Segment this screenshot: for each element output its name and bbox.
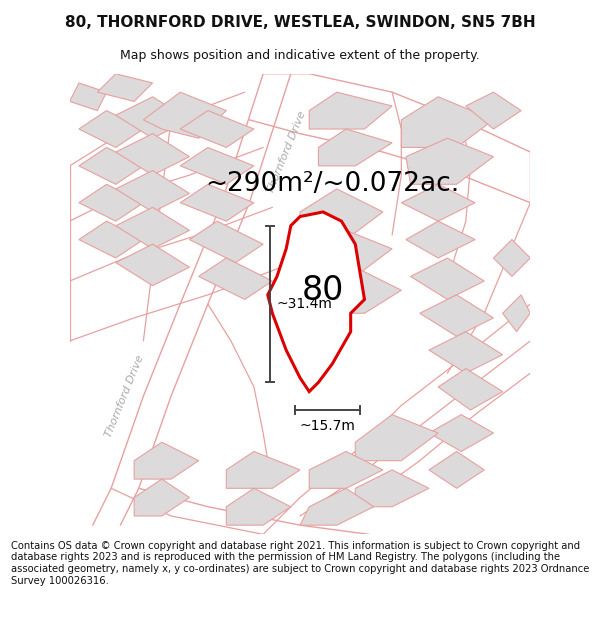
Text: ~31.4m: ~31.4m (277, 297, 333, 311)
Polygon shape (401, 184, 475, 221)
Polygon shape (466, 92, 521, 129)
Polygon shape (116, 134, 190, 175)
Polygon shape (97, 74, 152, 101)
Polygon shape (355, 414, 438, 461)
Text: ~15.7m: ~15.7m (300, 419, 356, 433)
Polygon shape (429, 414, 493, 451)
Polygon shape (355, 470, 429, 507)
Polygon shape (309, 451, 383, 488)
Polygon shape (180, 111, 254, 148)
Polygon shape (116, 97, 190, 138)
Polygon shape (406, 138, 493, 184)
Polygon shape (319, 268, 401, 313)
Polygon shape (116, 171, 190, 212)
Polygon shape (79, 148, 143, 184)
Polygon shape (309, 92, 392, 129)
Polygon shape (401, 97, 493, 148)
Polygon shape (134, 442, 199, 479)
Polygon shape (410, 258, 484, 299)
Polygon shape (79, 184, 143, 221)
Polygon shape (300, 189, 383, 239)
Text: Thornford Drive: Thornford Drive (265, 109, 307, 194)
Polygon shape (309, 231, 392, 276)
Polygon shape (70, 83, 107, 111)
Polygon shape (429, 451, 484, 488)
Text: 80: 80 (302, 274, 344, 307)
Polygon shape (79, 221, 143, 258)
Polygon shape (116, 244, 190, 286)
Polygon shape (420, 295, 493, 336)
Polygon shape (319, 129, 392, 166)
Polygon shape (180, 148, 254, 184)
Text: Thornford Drive: Thornford Drive (104, 354, 146, 439)
Polygon shape (429, 332, 503, 373)
Polygon shape (438, 369, 503, 410)
Polygon shape (226, 451, 300, 488)
Polygon shape (79, 111, 143, 148)
Text: 80, THORNFORD DRIVE, WESTLEA, SWINDON, SN5 7BH: 80, THORNFORD DRIVE, WESTLEA, SWINDON, S… (65, 14, 535, 29)
Polygon shape (268, 212, 364, 392)
Polygon shape (116, 208, 190, 249)
Polygon shape (180, 184, 254, 221)
Polygon shape (406, 221, 475, 258)
Polygon shape (199, 258, 272, 299)
Polygon shape (300, 488, 374, 525)
Polygon shape (493, 239, 530, 276)
Text: Map shows position and indicative extent of the property.: Map shows position and indicative extent… (120, 49, 480, 62)
Polygon shape (503, 295, 530, 332)
Polygon shape (226, 488, 291, 525)
Polygon shape (143, 92, 226, 138)
Polygon shape (190, 221, 263, 262)
Polygon shape (134, 479, 190, 516)
Text: Contains OS data © Crown copyright and database right 2021. This information is : Contains OS data © Crown copyright and d… (11, 541, 589, 586)
Text: ~290m²/~0.072ac.: ~290m²/~0.072ac. (205, 171, 460, 198)
